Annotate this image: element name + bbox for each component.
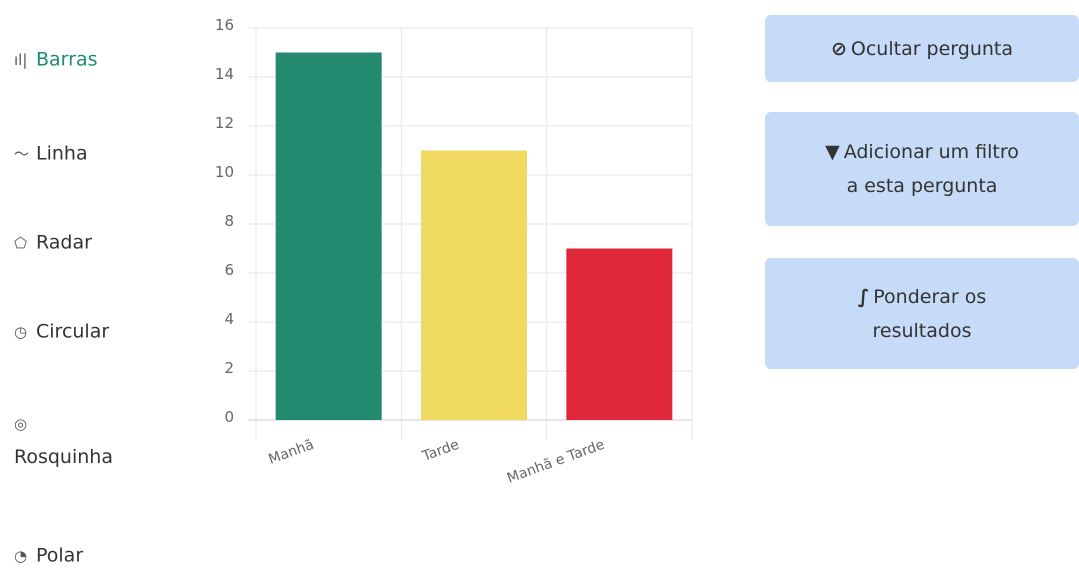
bar-chart-icon: ıl| bbox=[14, 50, 28, 69]
y-tick-label: 6 bbox=[224, 261, 234, 279]
bar-chart: 0 2 4 6 8 10 12 14 16 Manhã Tarde Manhã e Tarde bbox=[215, 16, 693, 487]
chart-type-label: Radar bbox=[36, 231, 92, 254]
eye-slash-icon: ⊘ bbox=[830, 37, 847, 60]
chart-type-label: Rosquinha bbox=[14, 446, 113, 468]
y-tick-label: 0 bbox=[224, 408, 234, 426]
bar-2 bbox=[421, 150, 527, 420]
weight-results-button[interactable]: ∫ Ponderar os resultados bbox=[765, 258, 1079, 369]
chart-type-label: Circular bbox=[36, 320, 110, 343]
chart-type-menu: ıl| Barras 〜 Linha ⬠ Radar ◷ Circular ◎ Rosqu… bbox=[14, 0, 174, 573]
y-tick-label: 8 bbox=[224, 212, 234, 230]
line-chart-icon: 〜 bbox=[14, 144, 30, 163]
actions-panel: ⊘ Ocultar pergunta ▼ Adicionar um filtro a… bbox=[765, 0, 1079, 573]
y-tick-label: 4 bbox=[224, 310, 234, 328]
chart-type-label: Barras bbox=[36, 48, 98, 71]
chart-type-polar[interactable]: ◔ Polar bbox=[14, 538, 83, 573]
chart-type-pie[interactable]: ◷ Circular bbox=[14, 314, 109, 349]
chart-type-donut[interactable]: ◎ Rosquinha bbox=[14, 408, 113, 474]
donut-chart-icon: ◎ bbox=[14, 415, 28, 433]
y-tick-label: 10 bbox=[215, 163, 234, 181]
y-tick-label: 12 bbox=[215, 114, 234, 132]
x-tick-label: Manhã e Tarde bbox=[505, 437, 607, 487]
chart-type-label: Linha bbox=[36, 142, 88, 165]
chart-type-radar[interactable]: ⬠ Radar bbox=[14, 225, 92, 260]
chart-type-label: Polar bbox=[36, 544, 84, 567]
pie-chart-icon: ◷ bbox=[14, 322, 28, 341]
weight-results-label-1: Ponderar os bbox=[873, 285, 987, 308]
bar-1 bbox=[275, 52, 382, 420]
x-tick-label: Tarde bbox=[419, 437, 461, 465]
radar-chart-icon: ⬠ bbox=[14, 233, 28, 252]
chart-type-line[interactable]: 〜 Linha bbox=[14, 136, 88, 171]
hide-question-button[interactable]: ⊘ Ocultar pergunta bbox=[765, 15, 1079, 82]
weight-results-label-2: resultados bbox=[872, 319, 972, 342]
add-filter-label-1: Adicionar um filtro bbox=[843, 141, 1019, 163]
add-filter-label-2: a esta pergunta bbox=[846, 175, 998, 197]
chart-type-bars[interactable]: ıl| Barras bbox=[14, 42, 98, 77]
polar-chart-icon: ◔ bbox=[14, 546, 28, 565]
filter-icon: ▼ bbox=[825, 141, 840, 163]
integral-icon: ∫ bbox=[857, 285, 870, 308]
y-tick-label: 16 bbox=[215, 16, 234, 34]
y-tick-label: 14 bbox=[215, 65, 234, 83]
hide-question-label: Ocultar pergunta bbox=[850, 37, 1014, 60]
y-tick-label: 2 bbox=[224, 359, 234, 377]
bar-3 bbox=[566, 248, 673, 420]
x-tick-label: Manhã bbox=[266, 437, 316, 468]
add-filter-button[interactable]: ▼ Adicionar um filtro a esta pergunta bbox=[765, 112, 1079, 226]
